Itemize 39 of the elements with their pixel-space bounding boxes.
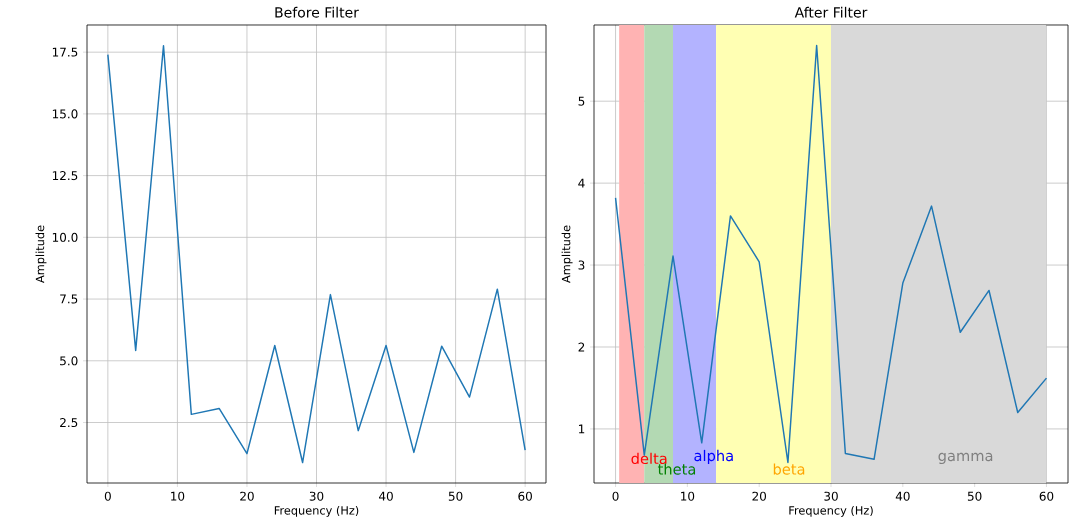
- y-tick-label: 10.0: [52, 232, 78, 242]
- chart-title: After Filter: [794, 6, 868, 18]
- x-tick-label: 40: [379, 491, 393, 501]
- x-tick-label: 60: [1039, 491, 1054, 501]
- x-tick-label: 30: [824, 491, 838, 501]
- x-tick-label: 50: [448, 491, 463, 501]
- band-label: beta: [773, 463, 805, 475]
- x-axis-title: Frequency (Hz): [789, 505, 873, 517]
- line-series: [107, 44, 526, 464]
- band-label: theta: [657, 463, 696, 475]
- x-tick-label: 30: [309, 491, 324, 501]
- y-tick-label: 2.5: [60, 417, 78, 428]
- x-tick-label: 0: [104, 491, 111, 501]
- band-label: gamma: [938, 452, 993, 465]
- y-tick-label: 17.5: [52, 47, 78, 57]
- band-label: alpha: [694, 449, 733, 465]
- y-axis-title: Amplitude: [561, 225, 573, 283]
- x-tick-label: 10: [171, 491, 185, 501]
- y-tick-label: 4: [578, 178, 585, 188]
- chart-title: Before Filter: [275, 6, 359, 18]
- x-tick-label: 20: [240, 491, 254, 501]
- x-axis-title: Frequency (Hz): [274, 505, 359, 517]
- x-tick-label: 60: [518, 491, 532, 501]
- y-tick-label: 3: [578, 260, 585, 270]
- x-tick-label: 40: [895, 491, 910, 501]
- y-tick-label: 5: [578, 96, 585, 106]
- y-axis-title: Amplitude: [35, 225, 47, 283]
- x-tick-label: 10: [681, 491, 695, 501]
- line-series: [614, 44, 1048, 464]
- x-tick-label: 50: [967, 491, 982, 501]
- y-tick-label: 12.5: [52, 171, 78, 181]
- y-tick-label: 15.0: [52, 109, 78, 119]
- x-tick-label: 20: [752, 491, 767, 501]
- x-tick-label: 0: [612, 491, 619, 501]
- y-tick-label: 2: [578, 342, 585, 352]
- y-tick-label: 7.5: [60, 294, 78, 304]
- band-label: delta: [631, 452, 667, 465]
- y-tick-label: 1: [578, 424, 585, 434]
- y-tick-label: 5.0: [60, 356, 78, 366]
